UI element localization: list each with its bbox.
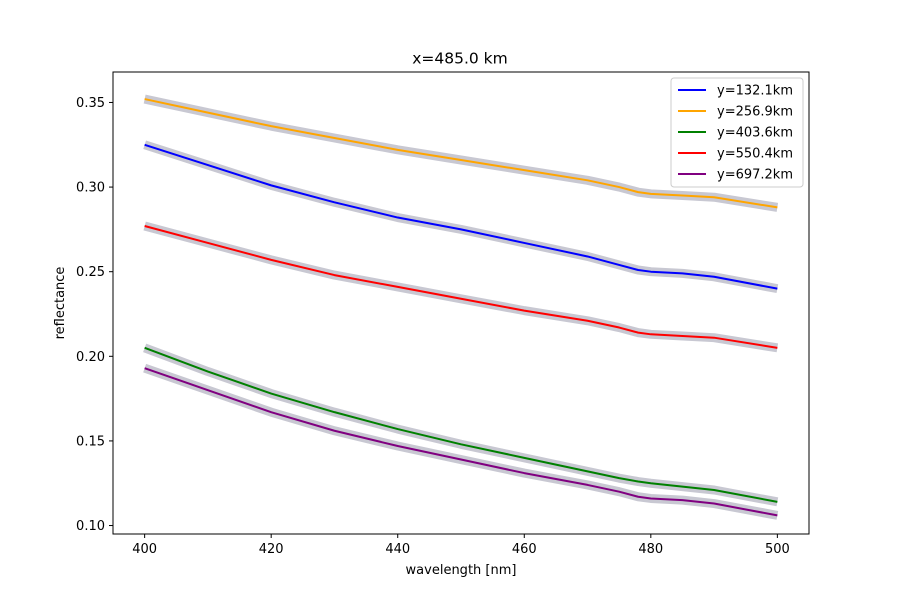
series-lines — [144, 98, 778, 517]
plot-frame — [112, 71, 810, 535]
x-tick-label: 460 — [512, 542, 537, 557]
legend: y=132.1km y=256.9km y=403.6km y=550.4km y=69… — [670, 77, 804, 188]
x-axis-label: wavelength [nm] — [406, 563, 517, 578]
legend-label-3: y=550.4km — [717, 147, 793, 162]
y-tick-label: 0.10 — [76, 519, 105, 534]
x-tick-label: 400 — [132, 542, 157, 557]
chart-title: x=485.0 km — [412, 50, 508, 68]
series-line-4 — [144, 367, 778, 517]
legend-label-2: y=403.6km — [717, 126, 793, 141]
y-tick-label: 0.15 — [76, 434, 105, 449]
legend-box — [670, 77, 804, 188]
x-tick-label: 420 — [259, 542, 284, 557]
x-tick-label: 440 — [385, 542, 410, 557]
legend-label-1: y=256.9km — [717, 105, 793, 120]
y-tick-label: 0.25 — [76, 265, 105, 280]
series-line-2 — [144, 346, 778, 503]
x-tick-label: 480 — [638, 542, 663, 557]
series-line-0 — [144, 143, 778, 290]
series-line-1 — [144, 98, 778, 209]
y-tick-label: 0.20 — [76, 350, 105, 365]
y-axis: 0.10 0.15 0.20 0.25 0.30 0.35 — [76, 96, 113, 534]
y-tick-label: 0.35 — [76, 96, 105, 111]
x-axis: 400 420 440 460 480 500 — [132, 534, 790, 557]
x-tick-label: 500 — [765, 542, 790, 557]
y-axis-label: reflectance — [53, 267, 68, 340]
y-tick-label: 0.30 — [76, 181, 105, 196]
legend-label-4: y=697.2km — [717, 168, 793, 183]
series-line-3 — [144, 225, 778, 349]
legend-label-0: y=132.1km — [717, 84, 793, 99]
